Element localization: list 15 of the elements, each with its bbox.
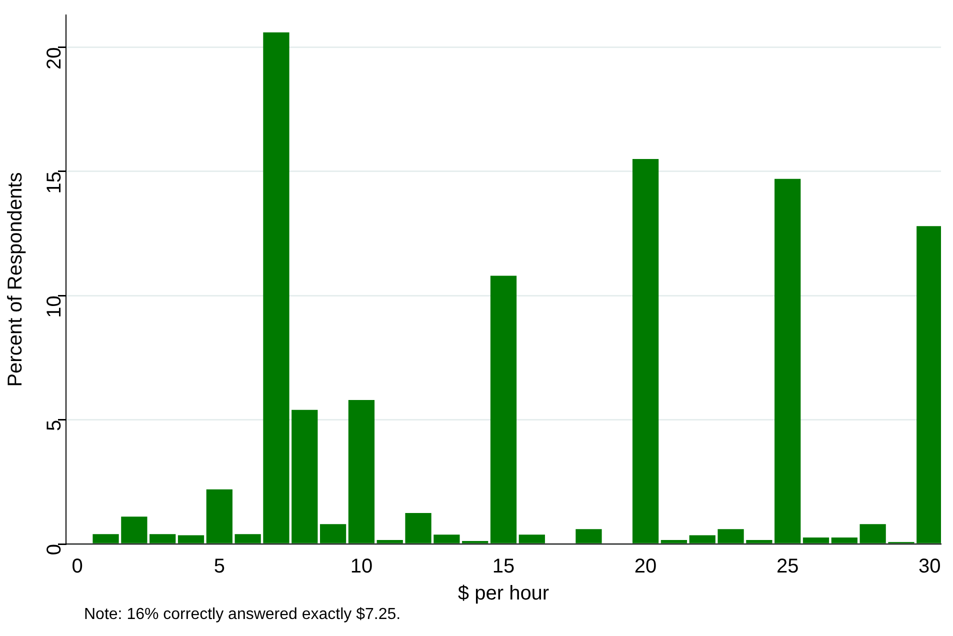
x-axis-title: $ per hour bbox=[458, 582, 550, 605]
y-tick-label: 5 bbox=[44, 420, 66, 431]
x-tick-label: 25 bbox=[776, 556, 799, 578]
y-tick-label: 20 bbox=[44, 47, 66, 70]
x-tick-label: 15 bbox=[492, 556, 515, 578]
x-tick-label: 20 bbox=[634, 556, 657, 578]
y-tick-label: 15 bbox=[44, 171, 66, 194]
text: Note: 16% correctly answered exactly $7.25. bbox=[84, 606, 402, 624]
y-axis-title: Percent of Respondents bbox=[4, 172, 27, 387]
x-tick-label: 10 bbox=[350, 556, 373, 578]
x-tick-label: 30 bbox=[918, 556, 941, 578]
x-tick-label: 5 bbox=[214, 556, 225, 578]
x-tick-label: 0 bbox=[72, 556, 83, 578]
y-tick-label: 10 bbox=[44, 296, 66, 318]
y-tick-label: 0 bbox=[44, 544, 66, 556]
